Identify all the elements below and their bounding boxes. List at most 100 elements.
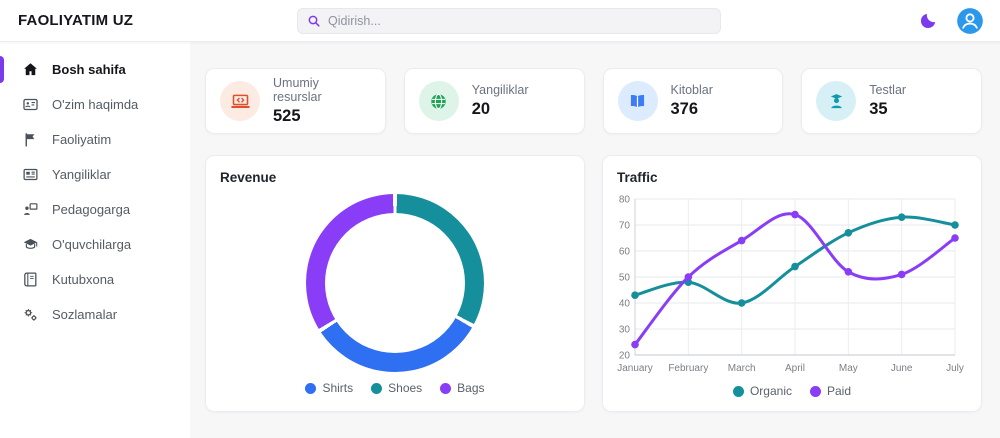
user-avatar-icon[interactable] [956, 7, 984, 35]
marker-paid [897, 270, 906, 279]
y-tick-label: 20 [619, 351, 631, 362]
legend-item-bags[interactable]: Bags [440, 381, 485, 395]
header-actions [918, 7, 1000, 35]
sidebar-item-faoliyatim[interactable]: Faoliyatim [0, 122, 190, 157]
stat-value: 376 [670, 100, 699, 118]
search-box [297, 8, 721, 34]
legend-label: Shoes [388, 381, 423, 395]
x-tick-label: May [839, 363, 858, 374]
marker-organic [844, 229, 853, 237]
marker-organic [951, 221, 959, 229]
sidebar-item-label: Sozlamalar [52, 307, 118, 322]
y-tick-label: 70 [619, 221, 631, 232]
legend-label: Bags [457, 381, 485, 395]
x-tick-label: January [617, 363, 653, 374]
graduation-cap-icon [22, 236, 39, 253]
stat-text: Testlar 35 [869, 83, 906, 119]
x-tick-label: July [946, 363, 964, 374]
sidebar-item-label: Faoliyatim [52, 132, 112, 147]
brand-title: FAOLIYATIM UZ [18, 12, 134, 29]
flag-icon [22, 131, 39, 148]
traffic-title: Traffic [617, 170, 658, 185]
marker-paid [737, 236, 746, 245]
legend-dot [810, 385, 821, 397]
stat-value: 35 [869, 100, 888, 118]
y-tick-label: 60 [619, 247, 631, 258]
sidebar-item-sozlamalar[interactable]: Sozlamalar [0, 297, 190, 332]
legend-item-shirts[interactable]: Shirts [305, 381, 353, 395]
home-icon [22, 61, 39, 78]
charts-row: Revenue Shirts Shoes Bags Traffic 20 30 40 50… [205, 155, 982, 412]
sidebar-item-kutubxona[interactable]: Kutubxona [0, 262, 190, 297]
marker-paid [844, 268, 853, 276]
legend-dot [371, 382, 383, 394]
legend-label: Organic [749, 384, 792, 398]
sidebar-item-pedagogarga[interactable]: Pedagogarga [0, 192, 190, 227]
marker-paid [684, 273, 693, 281]
sidebar-item-label: O'zim haqimda [52, 97, 139, 112]
laptop-code-icon [220, 81, 260, 121]
active-indicator [0, 56, 4, 83]
sidebar-item-yangiliklar[interactable]: Yangiliklar [0, 157, 190, 192]
globe-icon [418, 81, 459, 121]
legend-dot [305, 382, 317, 394]
sidebar-item-bosh-sahifa[interactable]: Bosh sahifa [0, 52, 190, 87]
stat-card-testlar: Testlar 35 [801, 68, 982, 134]
legend-label: Shirts [322, 381, 354, 395]
sidebar-item-label: Kutubxona [52, 272, 115, 287]
teacher-board-icon [22, 201, 39, 218]
sidebar: Bosh sahifa O'zim haqimda Faoliyatim Yangil… [0, 42, 190, 438]
marker-organic [631, 291, 639, 299]
traffic-card: Traffic 20 30 40 50 60 70 80 January February Mar… [602, 155, 982, 412]
legend-item-paid[interactable]: Paid [810, 384, 851, 398]
marker-paid [951, 234, 959, 242]
legend-item-shoes[interactable]: Shoes [371, 381, 422, 395]
x-tick-label: March [728, 363, 756, 374]
traffic-legend: Organic Paid [617, 384, 967, 398]
stat-label: Yangiliklar [471, 83, 529, 97]
legend-label: Paid [827, 384, 852, 398]
marker-organic [791, 262, 799, 271]
stat-value: 525 [273, 107, 301, 125]
top-bar: FAOLIYATIM UZ [0, 0, 1000, 42]
marker-organic [737, 299, 746, 307]
stat-label: Umumiy resurslar [273, 76, 322, 104]
revenue-title: Revenue [220, 170, 277, 185]
traffic-plot: 20 30 40 50 60 70 80 January February March April M… [617, 195, 964, 375]
gears-icon [22, 306, 39, 323]
search-input[interactable] [297, 8, 721, 34]
moon-icon[interactable] [918, 11, 938, 31]
y-tick-label: 30 [619, 325, 631, 336]
sidebar-item-o-quvchilarga[interactable]: O'quvchilarga [0, 227, 190, 262]
stat-text: Umumiy resurslar 525 [273, 76, 371, 126]
marker-organic [897, 213, 906, 221]
stat-card-kitoblar: Kitoblar 376 [602, 68, 784, 134]
y-tick-label: 80 [619, 195, 631, 206]
stats-row: Umumiy resurslar 525 Yangiliklar 20 Kitoblar… [205, 68, 982, 134]
search-icon [308, 15, 320, 27]
id-card-icon [22, 96, 39, 113]
revenue-donut-chart[interactable] [306, 194, 484, 372]
stat-text: Yangiliklar 20 [472, 83, 529, 119]
revenue-card: Revenue Shirts Shoes Bags [205, 155, 585, 412]
stat-value: 20 [471, 100, 491, 118]
x-tick-label: April [785, 363, 805, 374]
main-content: Umumiy resurslar 525 Yangiliklar 20 Kitoblar… [190, 42, 1000, 438]
donut-hole [325, 213, 465, 353]
revenue-legend: Shirts Shoes Bags [220, 381, 570, 395]
newspaper-icon [22, 166, 39, 183]
marker-paid [631, 340, 639, 349]
sidebar-item-label: Yangiliklar [52, 167, 112, 182]
stat-label: Kitoblar [670, 83, 713, 97]
x-tick-label: February [668, 363, 708, 374]
stat-text: Kitoblar 376 [671, 83, 713, 119]
student-icon [816, 81, 857, 121]
legend-dot [440, 382, 452, 394]
x-tick-label: June [891, 363, 913, 374]
open-book-icon [617, 81, 658, 121]
stat-card-umumiy-resurslar: Umumiy resurslar 525 [205, 68, 386, 134]
sidebar-item-o-zim-haqimda[interactable]: O'zim haqimda [0, 87, 190, 122]
legend-item-organic[interactable]: Organic [732, 384, 792, 398]
traffic-line-chart: 20 30 40 50 60 70 80 January February March April M… [609, 191, 967, 382]
